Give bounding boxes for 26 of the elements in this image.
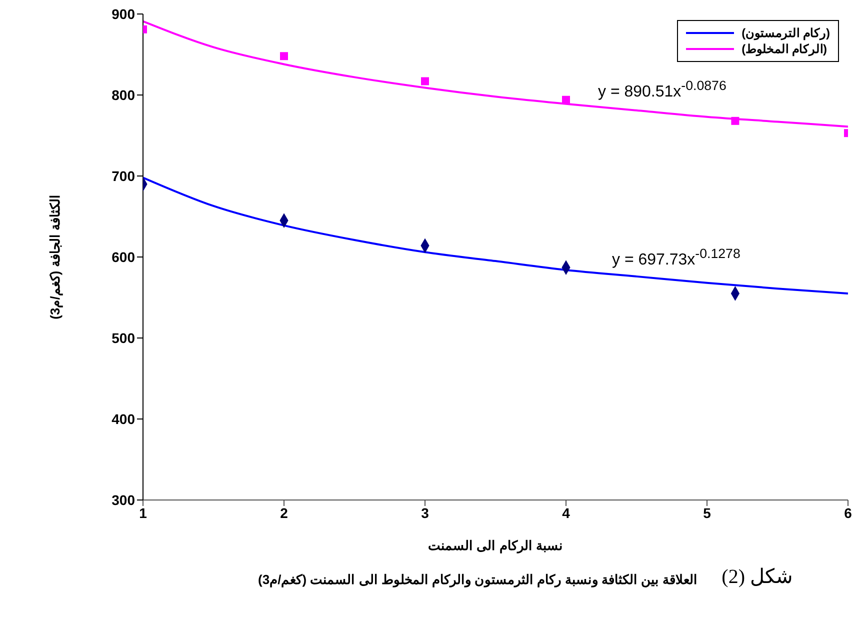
y-tick-label: 500 — [112, 330, 136, 346]
y-tick-label: 300 — [112, 492, 136, 508]
point — [731, 116, 740, 125]
legend-label: (ركام الترمستون) — [742, 26, 830, 40]
y-tick-label: 800 — [112, 86, 136, 103]
y-tick-label: 700 — [112, 168, 136, 184]
text: العلاقة بين الكثافة ونسبة ركام الثرمستون والركام المخلوط الى السمنت (كغم/م3) — [258, 571, 698, 587]
annotation: y = 890.51x$^{-0.0876}$ — [598, 78, 726, 102]
annotation: y = 697.73x$^{-0.1278}$ — [612, 246, 740, 270]
y-tick-label: 600 — [112, 248, 136, 265]
y-tick-label: 400 — [112, 410, 136, 427]
point — [280, 52, 288, 60]
text: شكل (2) — [722, 565, 793, 589]
x-tick-label: 5 — [703, 504, 712, 521]
x-tick-label: 2 — [280, 504, 288, 521]
line-series — [143, 176, 848, 294]
point — [421, 77, 429, 86]
y-tick-label: 900 — [112, 6, 136, 22]
x-tick-label: 6 — [844, 504, 852, 521]
y-axis-title: الكثافة الجافة (كغم/م3) — [48, 194, 64, 320]
x-tick-label: 3 — [421, 504, 430, 521]
point — [562, 96, 570, 104]
x-tick-label: 4 — [562, 504, 570, 521]
x-axis-title: نسبة الركام الى السمنت — [428, 538, 563, 554]
x-tick-label: 1 — [139, 504, 148, 521]
legend-label: (الركام المخلوط) — [742, 42, 827, 56]
